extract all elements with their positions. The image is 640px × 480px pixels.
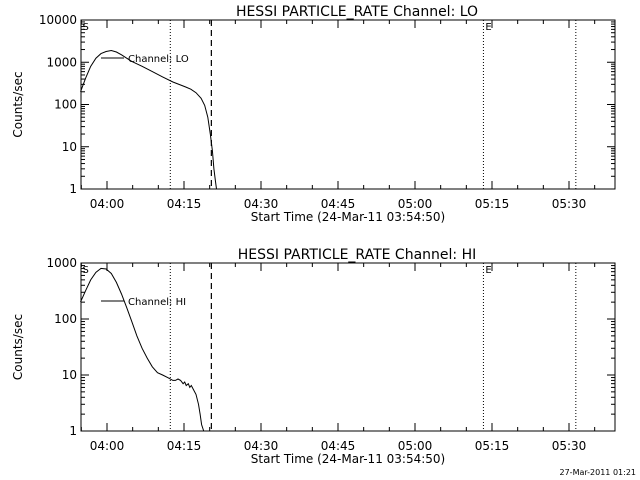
series-line-hi (80, 267, 205, 432)
y-tick-label-lo: 100 (54, 98, 77, 112)
x-tick-label-lo: 04:00 (90, 197, 125, 211)
y-tick-label-hi: 10 (62, 368, 77, 382)
y-tick-label-lo: 10 (62, 140, 77, 154)
x-tick-label-hi: 04:15 (167, 439, 202, 453)
y-tick-label-lo: 1000 (46, 55, 77, 69)
x-tick-label-lo: 05:15 (475, 197, 510, 211)
chart-title-lo: HESSI PARTICLE_RATE Channel: LO (236, 4, 478, 20)
y-tick-label-hi: 1000 (46, 256, 77, 270)
plot-frame-hi (80, 262, 616, 432)
x-axis-label-lo: Start Time (24-Mar-11 03:54:50) (251, 210, 445, 224)
y-axis-label-lo: Counts/sec (11, 71, 25, 137)
x-tick-label-hi: 04:00 (90, 439, 125, 453)
x-tick-label-hi: 04:30 (244, 439, 279, 453)
y-tick-label-lo: 10000 (39, 13, 77, 27)
start-marker-label-lo: S (82, 22, 88, 33)
x-tick-label-lo: 04:45 (321, 197, 356, 211)
legend-label-lo: Channel: LO (128, 54, 189, 65)
x-tick-label-hi: 04:45 (321, 439, 356, 453)
legend-label-hi: Channel: HI (128, 297, 186, 308)
y-tick-label-hi: 100 (54, 312, 77, 326)
y-axis-label-hi: Counts/sec (11, 314, 25, 380)
start-marker-label-hi: S (82, 265, 88, 276)
x-tick-label-lo: 04:15 (167, 197, 202, 211)
timestamp-footer: 27-Mar-2011 01:21 (560, 468, 637, 477)
y-tick-label-hi: 1 (69, 424, 77, 438)
y-tick-label-lo: 1 (69, 182, 77, 196)
x-axis-label-hi: Start Time (24-Mar-11 03:54:50) (251, 452, 445, 466)
chart-title-hi: HESSI PARTICLE_RATE Channel: HI (238, 247, 476, 263)
series-line-lo (80, 49, 217, 190)
x-tick-label-hi: 05:15 (475, 439, 510, 453)
x-tick-label-hi: 05:30 (552, 439, 587, 453)
x-tick-label-hi: 05:00 (398, 439, 433, 453)
x-tick-label-lo: 05:30 (552, 197, 587, 211)
end-marker-label-hi: E (485, 265, 491, 276)
end-marker-label-lo: E (485, 22, 491, 33)
plot-frame-lo (80, 19, 616, 190)
x-tick-label-lo: 04:30 (244, 197, 279, 211)
x-tick-label-lo: 05:00 (398, 197, 433, 211)
